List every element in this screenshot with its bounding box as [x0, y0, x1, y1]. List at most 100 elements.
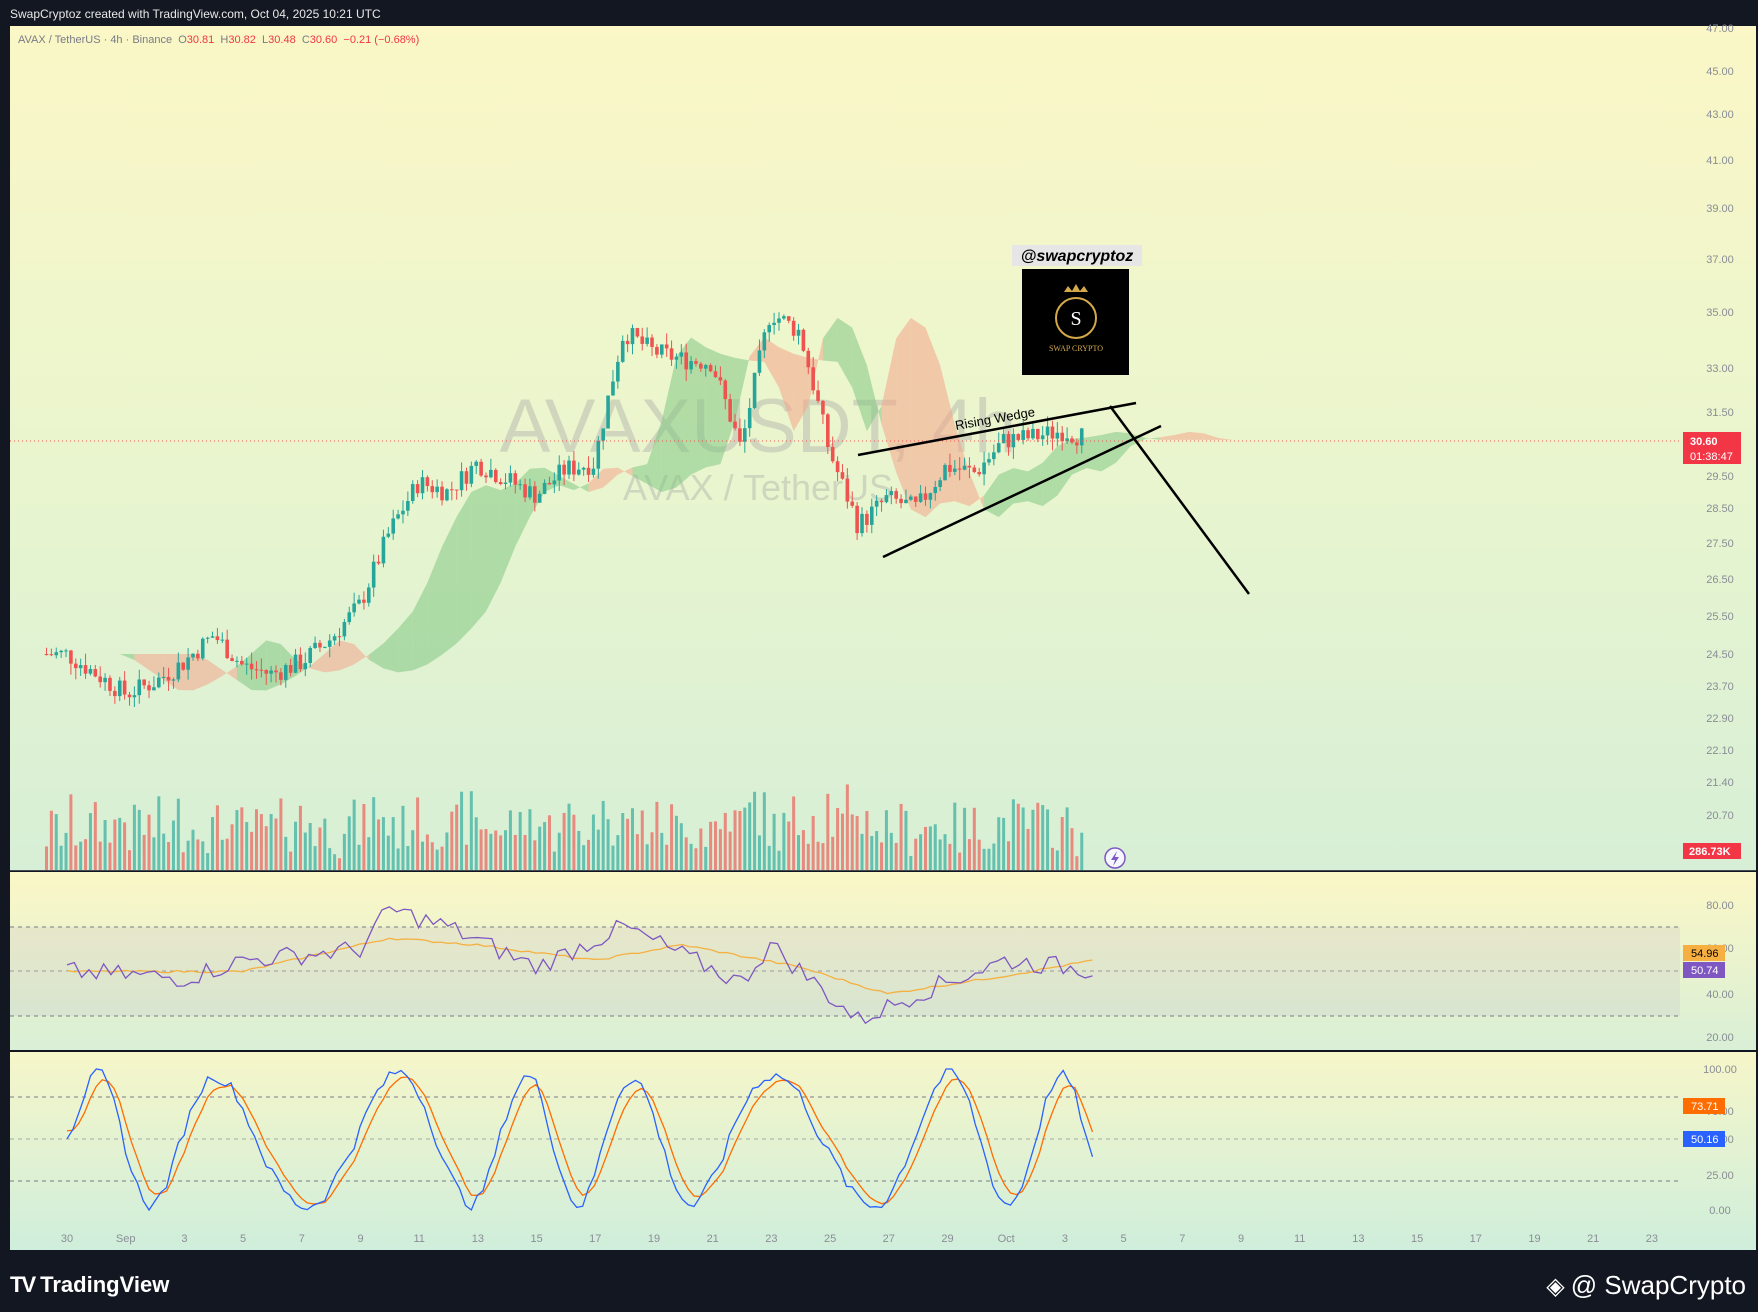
volume-bar — [928, 826, 932, 870]
cloud-segment — [647, 420, 662, 492]
volume-bar — [987, 848, 991, 870]
volume-bar — [225, 838, 229, 870]
price-tick-label: 31.50 — [1706, 407, 1734, 419]
volume-bar — [748, 802, 752, 870]
price-tick-label: 39.00 — [1706, 203, 1734, 215]
volume-bar — [54, 814, 58, 870]
candle-body — [909, 496, 913, 500]
volume-bar — [406, 846, 410, 870]
candle-body — [474, 461, 479, 466]
cloud-segment — [456, 492, 472, 644]
candle-body — [816, 390, 820, 401]
candle-body — [601, 428, 605, 441]
volume-bar — [1016, 803, 1020, 870]
candle-body — [293, 654, 298, 673]
candle-body — [669, 348, 674, 360]
price-tick-label: 26.50 — [1706, 574, 1734, 586]
lightning-icon[interactable] — [1104, 847, 1126, 869]
time-tick-label: Oct — [998, 1233, 1015, 1245]
stoch-d-badge-bg — [1683, 1098, 1725, 1114]
time-tick-label: 9 — [1238, 1233, 1244, 1245]
cloud-segment — [896, 317, 911, 510]
volume-bar — [997, 817, 1001, 870]
candle-body — [264, 670, 269, 674]
candle-body — [1045, 426, 1050, 436]
stoch-tick-label: 100.00 — [1703, 1064, 1737, 1076]
rsi-tick-label: 20.00 — [1706, 1032, 1734, 1044]
volume-bar — [1070, 828, 1074, 870]
time-tick-label: 13 — [472, 1233, 484, 1245]
candle-body — [728, 399, 732, 422]
candle-body — [113, 690, 117, 697]
candle-body — [952, 468, 957, 472]
cloud-segment — [485, 485, 501, 612]
candle-body — [786, 316, 791, 321]
candle-body — [542, 482, 547, 494]
volume-bar — [254, 809, 258, 870]
volume-bar — [611, 845, 615, 870]
volume-bar — [49, 810, 53, 870]
cloud-segment — [852, 327, 867, 432]
volume-bar — [591, 814, 595, 870]
cloud-segment — [705, 347, 721, 468]
volume-bar — [381, 817, 385, 870]
top-bar — [0, 0, 1758, 26]
price-tick-label: 25.50 — [1706, 611, 1734, 623]
volume-bar — [284, 836, 288, 870]
cloud-segment — [735, 356, 750, 421]
volume-bar — [245, 822, 249, 870]
volume-bar — [347, 816, 351, 870]
price-tick-label: 23.70 — [1706, 681, 1734, 693]
candle-body — [425, 477, 430, 487]
candle-body — [860, 513, 864, 534]
volume-bar — [626, 818, 630, 870]
volume-bar — [79, 841, 83, 870]
stoch-k-badge-bg — [1683, 1131, 1725, 1147]
time-tick-label: 17 — [589, 1233, 601, 1245]
candle-body — [879, 500, 884, 503]
cloud-segment — [266, 640, 281, 691]
cloud-segment — [822, 317, 838, 362]
volume-bar — [450, 811, 454, 870]
volume-bar — [1065, 807, 1069, 870]
cloud-segment — [119, 654, 135, 660]
volume-bar — [547, 815, 551, 870]
candle-body — [581, 467, 586, 470]
candle-body — [1001, 434, 1006, 444]
cloud-segment — [383, 628, 399, 673]
candle-body — [528, 486, 532, 498]
candle-body — [98, 676, 103, 683]
volume-bar — [914, 838, 918, 870]
candle-body — [274, 670, 278, 673]
cloud-segment — [588, 468, 604, 492]
volume-bar — [596, 829, 600, 870]
volume-bar — [93, 802, 97, 870]
cloud-segment — [969, 472, 985, 510]
volume-bar — [264, 826, 268, 870]
volume-bar — [992, 843, 996, 870]
legend-close-label: C — [301, 34, 310, 46]
candle-body — [850, 501, 855, 506]
candle-body — [347, 612, 352, 623]
candle-body — [450, 489, 454, 491]
volume-bar — [416, 797, 420, 870]
symbol-legend[interactable]: AVAX / TetherUS · 4h · Binance O30.81 H3… — [18, 34, 419, 46]
volume-bar — [704, 846, 708, 870]
volume-bar — [714, 821, 718, 870]
candle-body — [645, 337, 649, 344]
price-tick-label: 33.00 — [1706, 363, 1734, 375]
candle-body — [420, 477, 425, 494]
candle-body — [381, 536, 386, 564]
candle-body — [69, 650, 73, 664]
tradingview-logo[interactable]: TV TradingView — [10, 1272, 169, 1298]
volume-bar — [855, 816, 859, 870]
cloud-segment — [398, 611, 413, 673]
stoch-pane-bg — [10, 1052, 1756, 1250]
candle-body — [987, 459, 991, 463]
time-tick-label: 11 — [1294, 1233, 1305, 1245]
volume-bar — [84, 839, 88, 870]
candle-body — [791, 320, 796, 336]
time-tick-label: 21 — [1587, 1233, 1599, 1245]
time-tick-label: 23 — [765, 1233, 777, 1245]
